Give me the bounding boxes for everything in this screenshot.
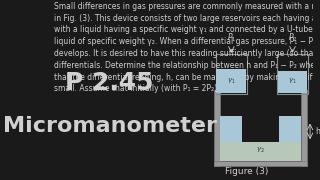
Text: $\gamma_2$: $\gamma_2$: [256, 146, 265, 155]
FancyBboxPatch shape: [214, 161, 308, 166]
Text: Figure (3): Figure (3): [225, 166, 268, 176]
FancyBboxPatch shape: [279, 116, 301, 161]
Text: Micromanometer: Micromanometer: [3, 116, 217, 136]
FancyBboxPatch shape: [301, 90, 308, 166]
Text: $P_2$: $P_2$: [288, 32, 297, 44]
Text: $\gamma_1$: $\gamma_1$: [288, 77, 297, 86]
Text: Small differences in gas pressures are commonly measured with a micro-manometer : Small differences in gas pressures are c…: [54, 2, 320, 93]
Text: P 2.45: P 2.45: [65, 71, 154, 95]
FancyBboxPatch shape: [278, 71, 307, 93]
FancyBboxPatch shape: [220, 116, 242, 161]
FancyBboxPatch shape: [214, 90, 220, 166]
Text: $P_1$: $P_1$: [227, 32, 236, 44]
FancyBboxPatch shape: [220, 142, 301, 161]
Text: h: h: [315, 127, 320, 136]
Text: $\gamma_1$: $\gamma_1$: [227, 77, 236, 86]
FancyBboxPatch shape: [217, 69, 246, 93]
